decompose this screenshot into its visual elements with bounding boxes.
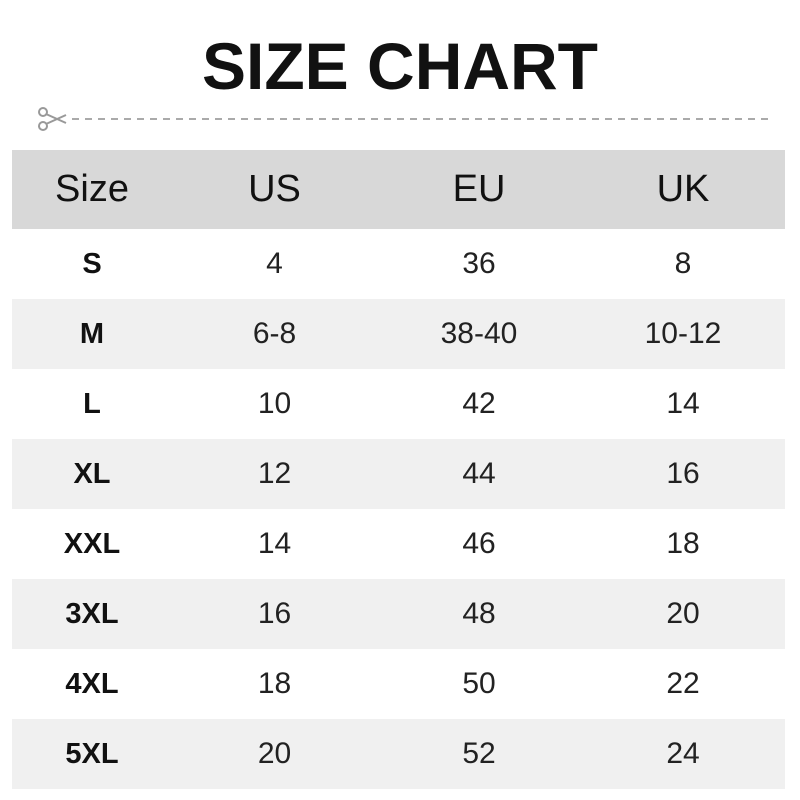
table-row: 4XL 18 50 22 bbox=[12, 649, 785, 719]
cell-eu: 44 bbox=[462, 457, 496, 490]
scissors-icon bbox=[38, 107, 67, 131]
size-table: Size US EU UK S 4 36 8 M 6-8 38-40 10-12 L 10 42 14… bbox=[12, 150, 785, 789]
cell-us: 10 bbox=[257, 387, 292, 420]
table-row: XXL 14 46 18 bbox=[12, 509, 785, 579]
cell-uk: 14 bbox=[666, 387, 700, 420]
cell-size: 4XL bbox=[65, 667, 119, 700]
cell-uk: 22 bbox=[666, 667, 700, 700]
cell-us: 12 bbox=[257, 457, 292, 490]
cell-size: L bbox=[83, 387, 101, 420]
cell-eu: 52 bbox=[462, 737, 496, 770]
cell-size: XL bbox=[73, 457, 111, 490]
page-title: SIZE CHART bbox=[202, 29, 598, 103]
table-row: L 10 42 14 bbox=[12, 369, 785, 439]
cut-line bbox=[38, 107, 768, 131]
header-uk: UK bbox=[656, 168, 710, 210]
cell-size: XXL bbox=[63, 527, 121, 560]
table-row: 5XL 20 52 24 bbox=[12, 719, 785, 789]
cell-eu: 46 bbox=[462, 527, 496, 560]
header-us: US bbox=[248, 168, 301, 210]
cell-us: 6-8 bbox=[252, 317, 297, 350]
cell-us: 18 bbox=[257, 667, 292, 700]
header-size: Size bbox=[55, 168, 129, 210]
cell-size: S bbox=[82, 247, 102, 280]
cell-us: 20 bbox=[257, 737, 292, 770]
cell-size: M bbox=[79, 317, 105, 350]
cell-eu: 42 bbox=[462, 387, 496, 420]
cell-eu: 38-40 bbox=[440, 317, 518, 350]
cell-us: 4 bbox=[266, 247, 283, 280]
cell-uk: 16 bbox=[666, 457, 700, 490]
header-eu: EU bbox=[452, 168, 506, 210]
cell-uk: 10-12 bbox=[644, 317, 722, 350]
cell-uk: 24 bbox=[666, 737, 700, 770]
cell-eu: 36 bbox=[462, 247, 496, 280]
cell-uk: 20 bbox=[666, 597, 700, 630]
cell-eu: 50 bbox=[462, 667, 496, 700]
table-row: 3XL 16 48 20 bbox=[12, 579, 785, 649]
table-header: Size US EU UK bbox=[12, 150, 785, 229]
cell-uk: 18 bbox=[666, 527, 700, 560]
cell-uk: 8 bbox=[674, 247, 692, 280]
table-row: XL 12 44 16 bbox=[12, 439, 785, 509]
cell-eu: 48 bbox=[462, 597, 496, 630]
cell-us: 14 bbox=[257, 527, 292, 560]
cell-size: 3XL bbox=[65, 597, 119, 630]
cell-size: 5XL bbox=[65, 737, 119, 770]
table-row: S 4 36 8 bbox=[12, 229, 785, 299]
cell-us: 16 bbox=[257, 597, 292, 630]
table-row: M 6-8 38-40 10-12 bbox=[12, 299, 785, 369]
